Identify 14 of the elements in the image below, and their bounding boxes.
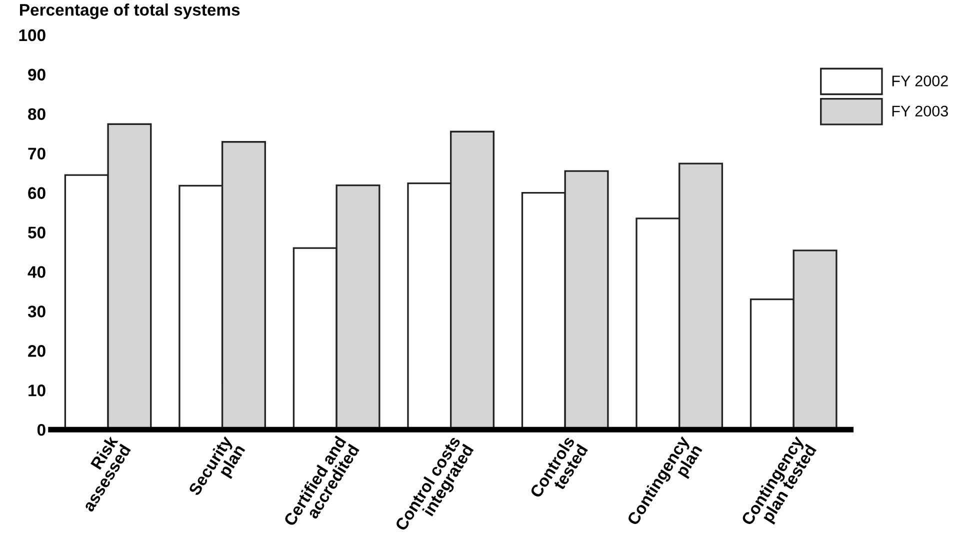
y-tick-label: 60 [28,187,46,199]
y-tick-label: 70 [28,148,46,160]
y-tick-label: 30 [28,306,46,318]
y-tick-label: 0 [37,424,46,436]
y-tick-label: 40 [28,266,46,278]
y-tick-label: 50 [28,226,46,238]
legend-label: FY 2002 [892,76,948,86]
legend-label: FY 2003 [892,106,948,117]
y-tick-label: 20 [28,345,46,357]
y-tick-label: 90 [28,68,46,81]
y-axis-title: Percentage of total systems [20,4,240,20]
y-tick-label: 10 [28,384,46,396]
y-tick-label: 100 [19,29,46,42]
y-tick-label: 80 [28,108,46,120]
